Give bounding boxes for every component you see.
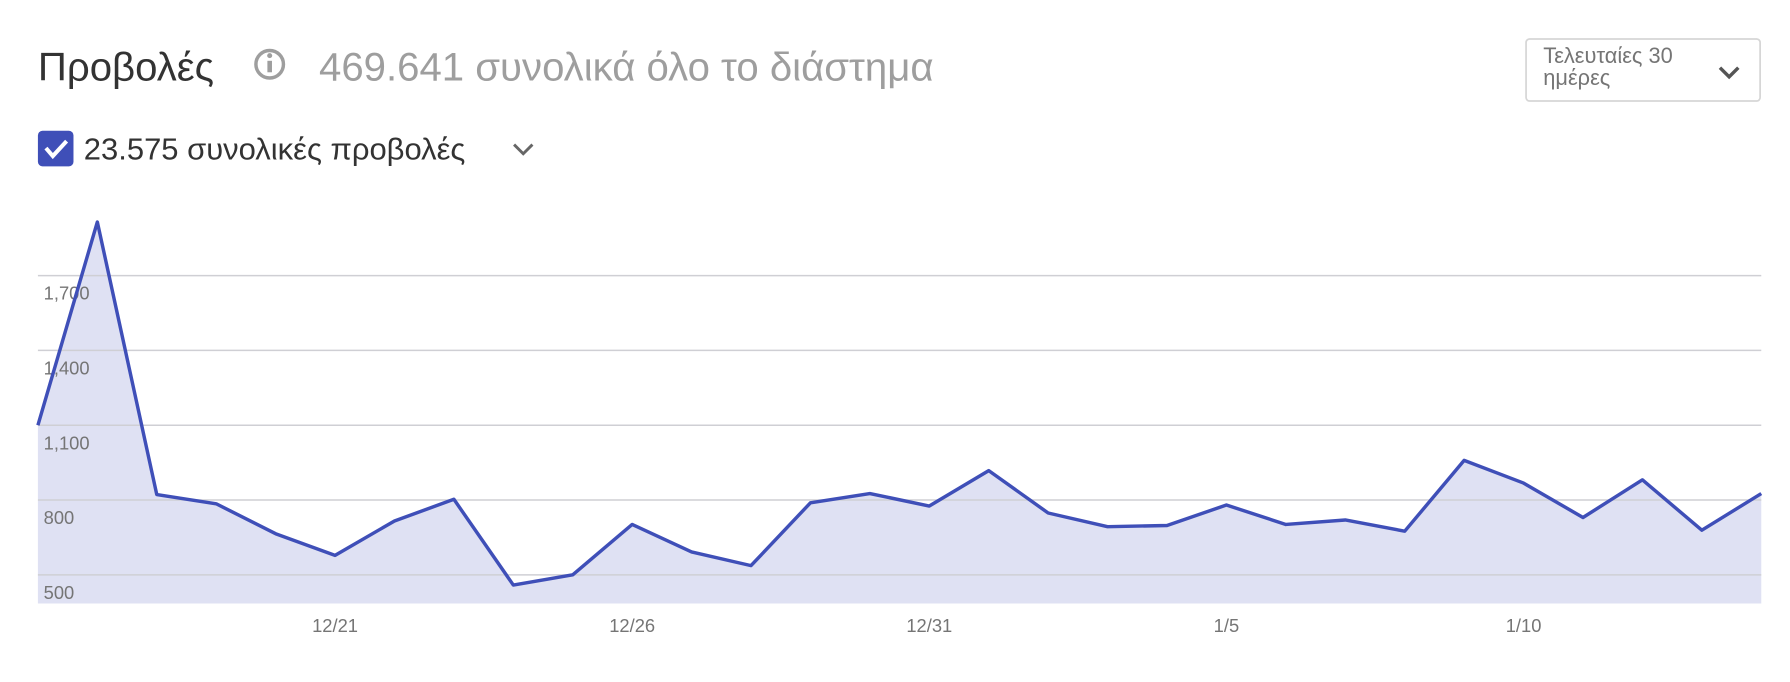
area — [37, 221, 1762, 604]
line — [36, 220, 1763, 587]
y-tick-label: 500 — [44, 582, 75, 603]
period-label: Τελευταίες 30 ημέρες — [1543, 45, 1673, 91]
chart-title: Προβολές — [38, 44, 214, 89]
y-tick-label: 1,400 — [44, 358, 90, 379]
x-tick-label: 1/10 — [1506, 615, 1542, 636]
info-icon[interactable] — [254, 48, 286, 80]
series-label: 23.575 συνολικές προβολές — [84, 131, 466, 166]
series-checkbox[interactable] — [37, 130, 74, 167]
x-tick-label: 1/5 — [1214, 615, 1240, 636]
x-tick-label: 12/31 — [906, 615, 952, 636]
x-tick-label: 12/21 — [312, 615, 358, 636]
total-views: 469.641 συνολικά όλο το διάστημα — [319, 44, 934, 89]
series-chevron[interactable] — [513, 143, 534, 156]
x-tick-label: 12/26 — [609, 615, 655, 636]
y-tick-label: 800 — [44, 507, 75, 528]
period-text: Τελευταίες 30 ημέρες — [1543, 45, 1673, 91]
period-dropdown[interactable]: Τελευταίες 30 ημέρες — [1525, 38, 1761, 102]
y-tick-label: 1,700 — [44, 283, 90, 304]
y-tick-label: 1,100 — [44, 432, 90, 453]
plot: 500 800 1,100 1,400 1,700 12/21 12/26 12/31 1/5 1… — [36, 220, 1763, 636]
